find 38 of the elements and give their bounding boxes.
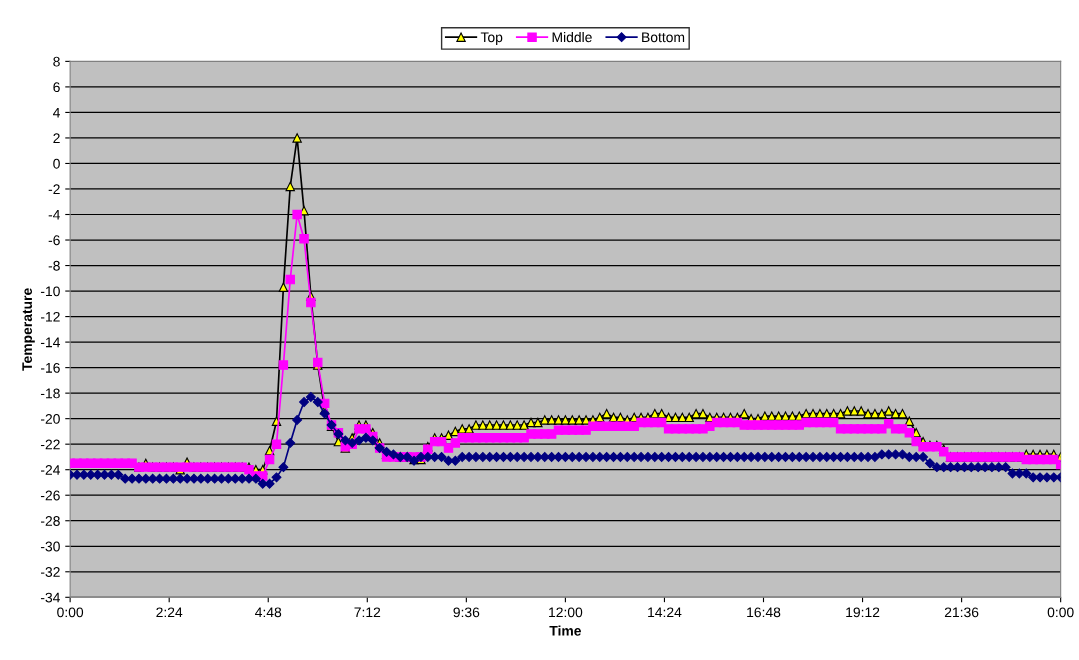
y-tick-label: -26 [40,490,60,501]
y-tick-label: -2 [48,184,60,195]
y-tick-label: -28 [40,516,60,526]
legend-label: Bottom [642,32,685,43]
x-tick-label: 21:36 [944,607,979,618]
y-tick-label: -30 [40,541,60,552]
x-axis-title: Time [549,625,582,636]
y-tick-label: -4 [48,209,61,220]
y-tick-label: -16 [40,362,60,373]
y-tick-label: -14 [40,337,61,348]
x-tick-label: 14:24 [648,607,682,618]
y-tick-label: 6 [53,82,60,93]
y-tick-label: 8 [53,56,60,67]
y-tick-label: -34 [40,592,61,603]
y-tick-label: -10 [40,286,60,297]
legend-label: Middle [552,31,592,43]
y-tick-label: -22 [40,439,60,450]
y-tick-label: -6 [48,235,60,246]
x-tick-label: 16:48 [747,607,781,618]
x-tick-label: 4:48 [255,607,282,618]
y-tick-label: 2 [53,133,60,143]
y-tick-label: 4 [53,107,61,118]
y-tick-label: -12 [40,311,60,322]
y-axis-title: Temperature [22,288,35,371]
x-tick-label: 7:12 [354,607,381,618]
x-tick-label: 0:00 [1047,607,1074,618]
y-tick-label: -32 [40,567,60,577]
x-tick-label: 2:24 [156,607,183,618]
x-tick-label: 12:00 [549,607,583,618]
legend-label: Top [480,32,503,45]
x-tick-label: 19:12 [846,607,880,618]
y-tick-label: -8 [48,260,60,271]
x-tick-label: 9:36 [453,607,480,618]
y-tick-label: 0 [53,158,60,169]
y-tick-label: -24 [40,465,61,475]
x-tick-label: 0:00 [57,607,84,618]
y-tick-label: -18 [40,388,60,399]
y-tick-label: -20 [40,413,60,424]
